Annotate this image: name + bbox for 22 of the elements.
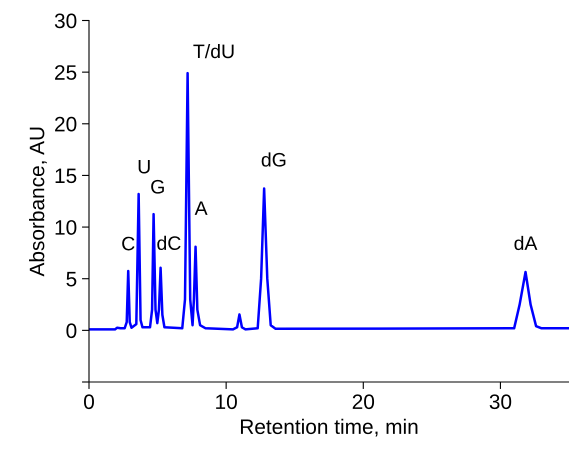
y-tick-label: 25 <box>55 65 76 80</box>
x-tick-label: 0 <box>84 394 94 410</box>
y-tick-label: 30 <box>54 14 76 28</box>
annotation: A <box>194 202 208 215</box>
annotation: C <box>122 236 135 250</box>
line-series <box>89 72 569 331</box>
annotation: T/dU <box>193 44 234 58</box>
x-tick-label: 20 <box>352 394 374 410</box>
y-tick-label: 10 <box>56 220 76 235</box>
x-tick-label: 10 <box>216 394 237 410</box>
y-tick-label: 15 <box>56 168 76 184</box>
annotation: dG <box>262 152 286 167</box>
annotation: dA <box>514 236 538 250</box>
annotation: dC <box>157 236 181 250</box>
y-tick-label: 20 <box>55 116 76 132</box>
x-axis-title: Retention time, min <box>240 418 418 437</box>
annotation: U <box>138 160 150 174</box>
y-tick-label: 5 <box>66 272 76 286</box>
y-axis-title: Absorbance, AU <box>29 128 47 276</box>
x-tick-label: 30 <box>490 394 512 410</box>
y-tick-label: 0 <box>66 323 76 338</box>
annotation: G <box>151 180 164 194</box>
